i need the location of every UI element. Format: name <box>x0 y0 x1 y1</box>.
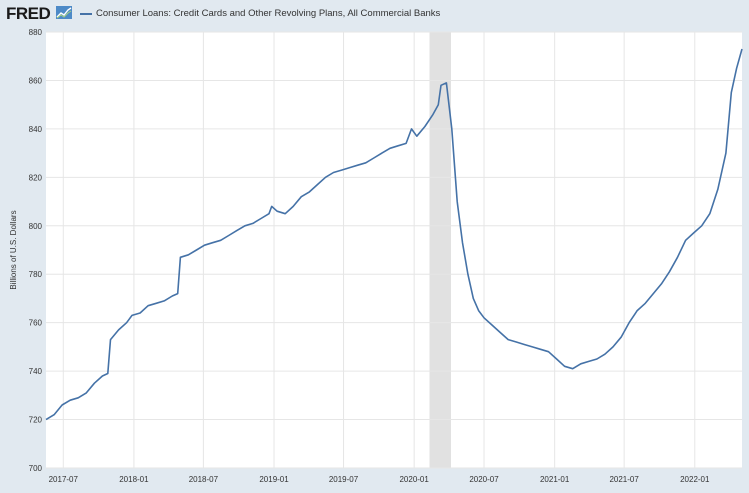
legend[interactable]: Consumer Loans: Credit Cards and Other R… <box>80 8 440 19</box>
grid-lines <box>46 31 742 469</box>
x-tick-label: 2019-01 <box>259 475 289 484</box>
x-tick-label: 2020-01 <box>399 475 429 484</box>
y-tick-label: 880 <box>29 28 43 37</box>
y-tick-label: 700 <box>29 464 43 473</box>
y-tick-label: 800 <box>29 222 43 231</box>
series-layer <box>45 48 743 421</box>
y-tick-label: 820 <box>29 173 43 182</box>
x-tick-label: 2020-07 <box>469 475 499 484</box>
series-line[interactable] <box>45 48 743 421</box>
y-tick-label: 780 <box>29 270 43 279</box>
y-axis-ticks: 700 720 740 760 780 800 820 840 860 880 <box>29 28 43 473</box>
x-tick-label: 2019-07 <box>329 475 359 484</box>
y-tick-label: 740 <box>29 367 43 376</box>
x-tick-label: 2022-01 <box>680 475 710 484</box>
recession-shading-layer <box>429 32 452 468</box>
legend-swatch <box>80 12 92 15</box>
x-tick-label: 2018-01 <box>119 475 149 484</box>
x-axis-ticks: 2017-07 2018-01 2018-07 2019-01 2019-07 2020-… <box>49 475 710 484</box>
legend-label: Consumer Loans: Credit Cards and Other R… <box>96 8 441 19</box>
fred-logo-chart-icon <box>56 6 72 19</box>
recession-band <box>429 32 452 468</box>
x-tick-label: 2018-07 <box>189 475 219 484</box>
y-tick-label: 760 <box>29 319 43 328</box>
x-tick-label: 2017-07 <box>49 475 79 484</box>
y-tick-label: 860 <box>29 76 43 85</box>
y-tick-label: 840 <box>29 125 43 134</box>
fred-logo[interactable]: FRED <box>6 4 51 23</box>
y-axis-title: Billions of U.S. Dollars <box>9 210 18 289</box>
x-tick-label: 2021-01 <box>540 475 570 484</box>
chart-header: FRED Consumer Loans: Credit Cards and Ot… <box>0 0 749 28</box>
y-tick-label: 720 <box>29 416 43 425</box>
plot-background <box>46 32 742 468</box>
x-tick-label: 2021-07 <box>609 475 639 484</box>
